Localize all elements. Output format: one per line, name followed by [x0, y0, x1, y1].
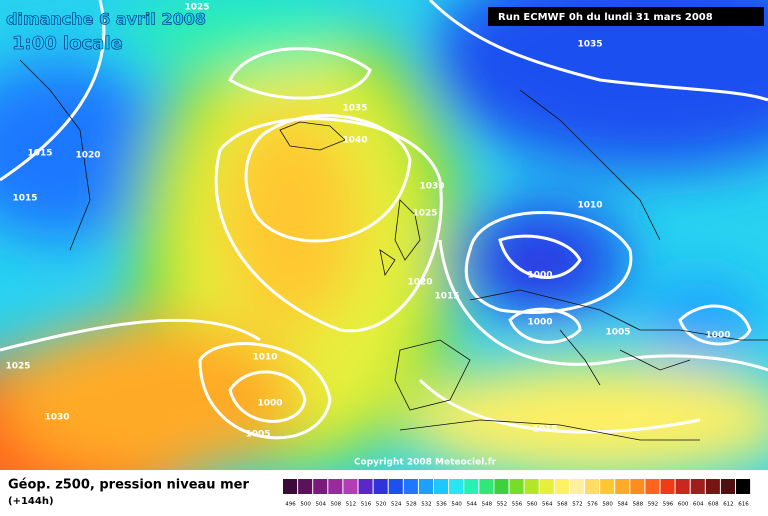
colorbar-label: 548	[482, 502, 493, 508]
color-swatch	[569, 479, 584, 494]
color-swatch	[328, 479, 343, 494]
colorbar-label: 588	[633, 502, 644, 508]
colorbar-label: 544	[467, 502, 478, 508]
color-swatch	[539, 479, 554, 494]
isobar-label: 1035	[342, 104, 367, 114]
color-swatch	[690, 479, 705, 494]
colorbar-label: 528	[406, 502, 417, 508]
isobar-label: 1015	[434, 292, 459, 302]
color-swatch	[358, 479, 373, 494]
colorbar-label: 512	[346, 502, 357, 508]
color-swatch	[479, 479, 494, 494]
colorbar-label: 580	[602, 502, 613, 508]
colorbar-label: 552	[497, 502, 508, 508]
colorbar-label: 540	[451, 502, 462, 508]
color-swatch	[615, 479, 630, 494]
isobar-label: 1015	[532, 425, 557, 435]
color-swatch	[388, 479, 403, 494]
run-label: Run ECMWF 0h du lundi 31 mars 2008	[498, 12, 713, 23]
isobar-label: 1015	[27, 149, 52, 159]
color-swatch	[736, 479, 751, 494]
color-swatch	[464, 479, 479, 494]
isobar-label: 1030	[419, 182, 444, 192]
isobar-label: 1035	[577, 40, 602, 50]
colorbar-label: 596	[663, 502, 674, 508]
colorbar-label: 504	[316, 502, 327, 508]
color-swatch	[524, 479, 539, 494]
color-swatch	[660, 479, 675, 494]
isobar-label: 1000	[527, 318, 552, 328]
isobar-label: 1005	[245, 430, 270, 440]
color-swatch	[434, 479, 449, 494]
title: dimanche 6 avril 2008	[6, 10, 206, 29]
isobar-label: 1000	[257, 399, 282, 409]
colorbar-label: 524	[391, 502, 402, 508]
isobar-label: 1015	[12, 194, 37, 204]
color-swatch	[554, 479, 569, 494]
isobar-label: 1020	[75, 151, 100, 161]
legend-title: Géop. z500, pression niveau mer	[8, 478, 249, 493]
colorbar-label: 584	[618, 502, 629, 508]
color-swatch	[343, 479, 358, 494]
color-swatch	[600, 479, 615, 494]
colorbar-label: 592	[648, 502, 659, 508]
legend-lead: (+144h)	[8, 496, 54, 507]
colorbar-label: 576	[587, 502, 598, 508]
colorbar-label: 612	[723, 502, 734, 508]
colorbar-label: 572	[572, 502, 583, 508]
isobar-label: 1025	[5, 362, 30, 372]
color-swatch	[283, 479, 298, 494]
color-swatch	[403, 479, 418, 494]
color-swatch	[675, 479, 690, 494]
color-swatch	[509, 479, 524, 494]
isobar-label: 1000	[527, 271, 552, 281]
colorbar-label: 556	[512, 502, 523, 508]
colorbar-label: 496	[285, 502, 296, 508]
color-swatch	[630, 479, 645, 494]
run-box	[488, 7, 764, 26]
colorbar-label: 564	[542, 502, 553, 508]
color-swatch	[313, 479, 328, 494]
colorbar-label: 608	[708, 502, 719, 508]
colorbar-label: 616	[738, 502, 749, 508]
color-swatch	[705, 479, 720, 494]
color-swatch	[298, 479, 313, 494]
colorbar-label: 604	[693, 502, 704, 508]
color-swatch	[720, 479, 735, 494]
color-swatch	[449, 479, 464, 494]
isobar-label: 1010	[252, 353, 277, 363]
copyright: Copyright 2008 Meteociel.fr	[354, 458, 497, 468]
colorbar-label: 520	[376, 502, 387, 508]
colorbar-label: 532	[421, 502, 432, 508]
isobar-label: 1000	[705, 331, 730, 341]
colorbar-label: 536	[436, 502, 447, 508]
color-swatch	[494, 479, 509, 494]
color-swatch	[645, 479, 660, 494]
color-swatch	[373, 479, 388, 494]
colorbar: 496 500 504 508 512 516 520 524 528 532 536 540 544 5…	[283, 479, 751, 508]
colorbar-label: 560	[527, 502, 538, 508]
colorbar-label: 516	[361, 502, 372, 508]
isobar-label: 1025	[412, 209, 437, 219]
color-swatch	[585, 479, 600, 494]
colorbar-label: 600	[678, 502, 689, 508]
isobar-label: 1040	[342, 136, 367, 146]
isobar-label: 1010	[577, 201, 602, 211]
isobar-label: 1025	[184, 3, 209, 13]
color-swatch	[418, 479, 433, 494]
subtitle: 1:00 locale	[12, 33, 123, 54]
isobar-label: 1030	[44, 413, 69, 423]
colorbar-label: 500	[300, 502, 311, 508]
colorbar-label: 568	[557, 502, 568, 508]
isobar-label: 1005	[605, 328, 630, 338]
colorbar-label: 508	[331, 502, 342, 508]
isobar-label: 1020	[407, 278, 432, 288]
